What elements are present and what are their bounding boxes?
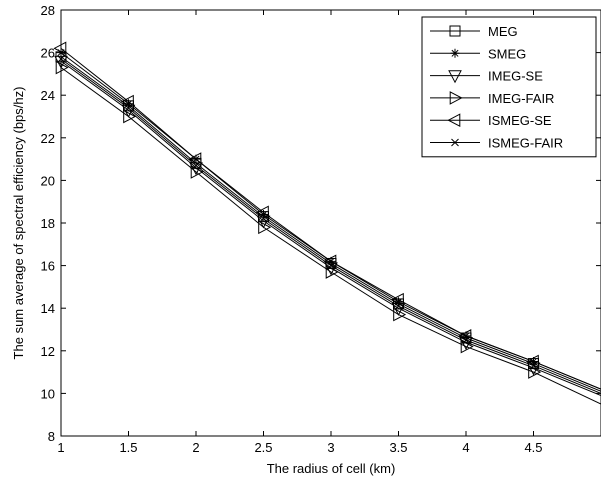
- y-tick-label: 18: [41, 216, 55, 231]
- y-axis-label: The sum average of spectral efficiency (…: [11, 87, 26, 360]
- x-axis-ticks: 1 1.5 2 2.5 3 3.5 4 4.5: [57, 10, 543, 455]
- y-tick-label: 26: [41, 46, 55, 61]
- data-point-imeg-fair: [123, 109, 137, 124]
- data-point-ismeg-fair: [192, 161, 200, 170]
- legend-marker: [449, 25, 461, 37]
- legend-box: [421, 16, 597, 158]
- legend-label: IMEG-SE: [488, 69, 543, 84]
- legend-marker: [447, 113, 461, 128]
- legend-label: ISMEG-FAIR: [488, 136, 563, 151]
- y-axis-ticks: 8 10 12 14 16 18 20 22 24 26 28: [41, 3, 601, 444]
- x-tick-label: 4.5: [524, 440, 542, 455]
- data-point-ismeg-fair: [327, 261, 335, 270]
- data-point-imeg-fair: [528, 365, 542, 379]
- y-tick-label: 16: [41, 259, 55, 274]
- series-line-imeg-se: [60, 60, 601, 396]
- legend-marker: [449, 91, 463, 105]
- series-line-imeg-fair: [60, 67, 601, 405]
- data-point-imeg-fair: [258, 220, 272, 235]
- legend-item-ismeg-fair: ISMEG-FAIR: [430, 136, 563, 151]
- x-axis-label: The radius of cell (km): [267, 461, 396, 476]
- data-point-smeg: [394, 297, 403, 307]
- y-tick-label: 10: [41, 386, 55, 401]
- x-tick-label: 4: [462, 440, 469, 455]
- y-tick-label: 14: [41, 301, 55, 316]
- legend-item-meg: MEG: [430, 24, 518, 39]
- x-tick-label: 1: [57, 440, 64, 455]
- legend-label: SMEG: [488, 46, 526, 61]
- data-point-ismeg-se: [53, 41, 67, 56]
- data-point-smeg: [259, 209, 268, 219]
- data-point-ismeg-fair: [529, 361, 538, 370]
- data-point-imeg-fair: [393, 307, 407, 322]
- x-tick-label: 3.5: [389, 440, 407, 455]
- y-tick-label: 22: [41, 131, 55, 146]
- x-tick-label: 3: [327, 440, 334, 455]
- legend-label: MEG: [488, 24, 518, 39]
- series-line-ismeg-se: [60, 47, 601, 390]
- legend-marker: [448, 70, 462, 84]
- data-point-imeg-fair: [325, 265, 339, 279]
- legend-label: ISMEG-SE: [488, 113, 552, 128]
- data-point-ismeg-fair: [57, 55, 65, 63]
- series-layer: [53, 41, 601, 405]
- data-point-smeg: [56, 48, 66, 58]
- x-tick-label: 2.5: [254, 440, 272, 455]
- data-point-ismeg-se: [255, 205, 269, 220]
- data-point-ismeg-fair: [394, 302, 403, 310]
- y-tick-label: 20: [41, 173, 55, 188]
- data-point-smeg: [124, 99, 133, 109]
- legend-label: IMEG-FAIR: [488, 91, 554, 106]
- y-tick-label: 28: [41, 3, 55, 18]
- data-point-ismeg-se: [120, 94, 134, 109]
- series-ismeg-fair: [57, 55, 601, 394]
- legend: MEG SMEG IMEG-SE IMEG-FAIR ISMEG-SE ISMEG-FAI…: [421, 16, 597, 158]
- x-tick-label: 1.5: [119, 440, 137, 455]
- data-point-ismeg-se: [188, 152, 202, 166]
- legend-item-ismeg-se: ISMEG-SE: [430, 113, 552, 128]
- data-point-ismeg-fair: [124, 104, 133, 112]
- y-tick-label: 24: [41, 88, 55, 103]
- legend-marker: [450, 48, 460, 58]
- data-point-imeg-fair: [460, 339, 474, 354]
- legend-item-imeg-fair: IMEG-FAIR: [430, 91, 554, 106]
- data-point-ismeg-fair: [462, 336, 470, 345]
- y-tick-label: 12: [41, 344, 55, 359]
- data-point-ismeg-se: [390, 292, 404, 307]
- legend-item-imeg-se: IMEG-SE: [430, 69, 543, 84]
- x-tick-label: 2: [192, 440, 199, 455]
- data-point-ismeg-fair: [259, 214, 268, 223]
- legend-marker: [451, 138, 459, 147]
- series-imeg-fair: [55, 60, 601, 405]
- y-tick-label: 8: [48, 429, 55, 444]
- data-point-imeg-fair: [55, 60, 69, 75]
- data-point-imeg-fair: [190, 165, 204, 179]
- legend-item-smeg: SMEG: [430, 46, 526, 61]
